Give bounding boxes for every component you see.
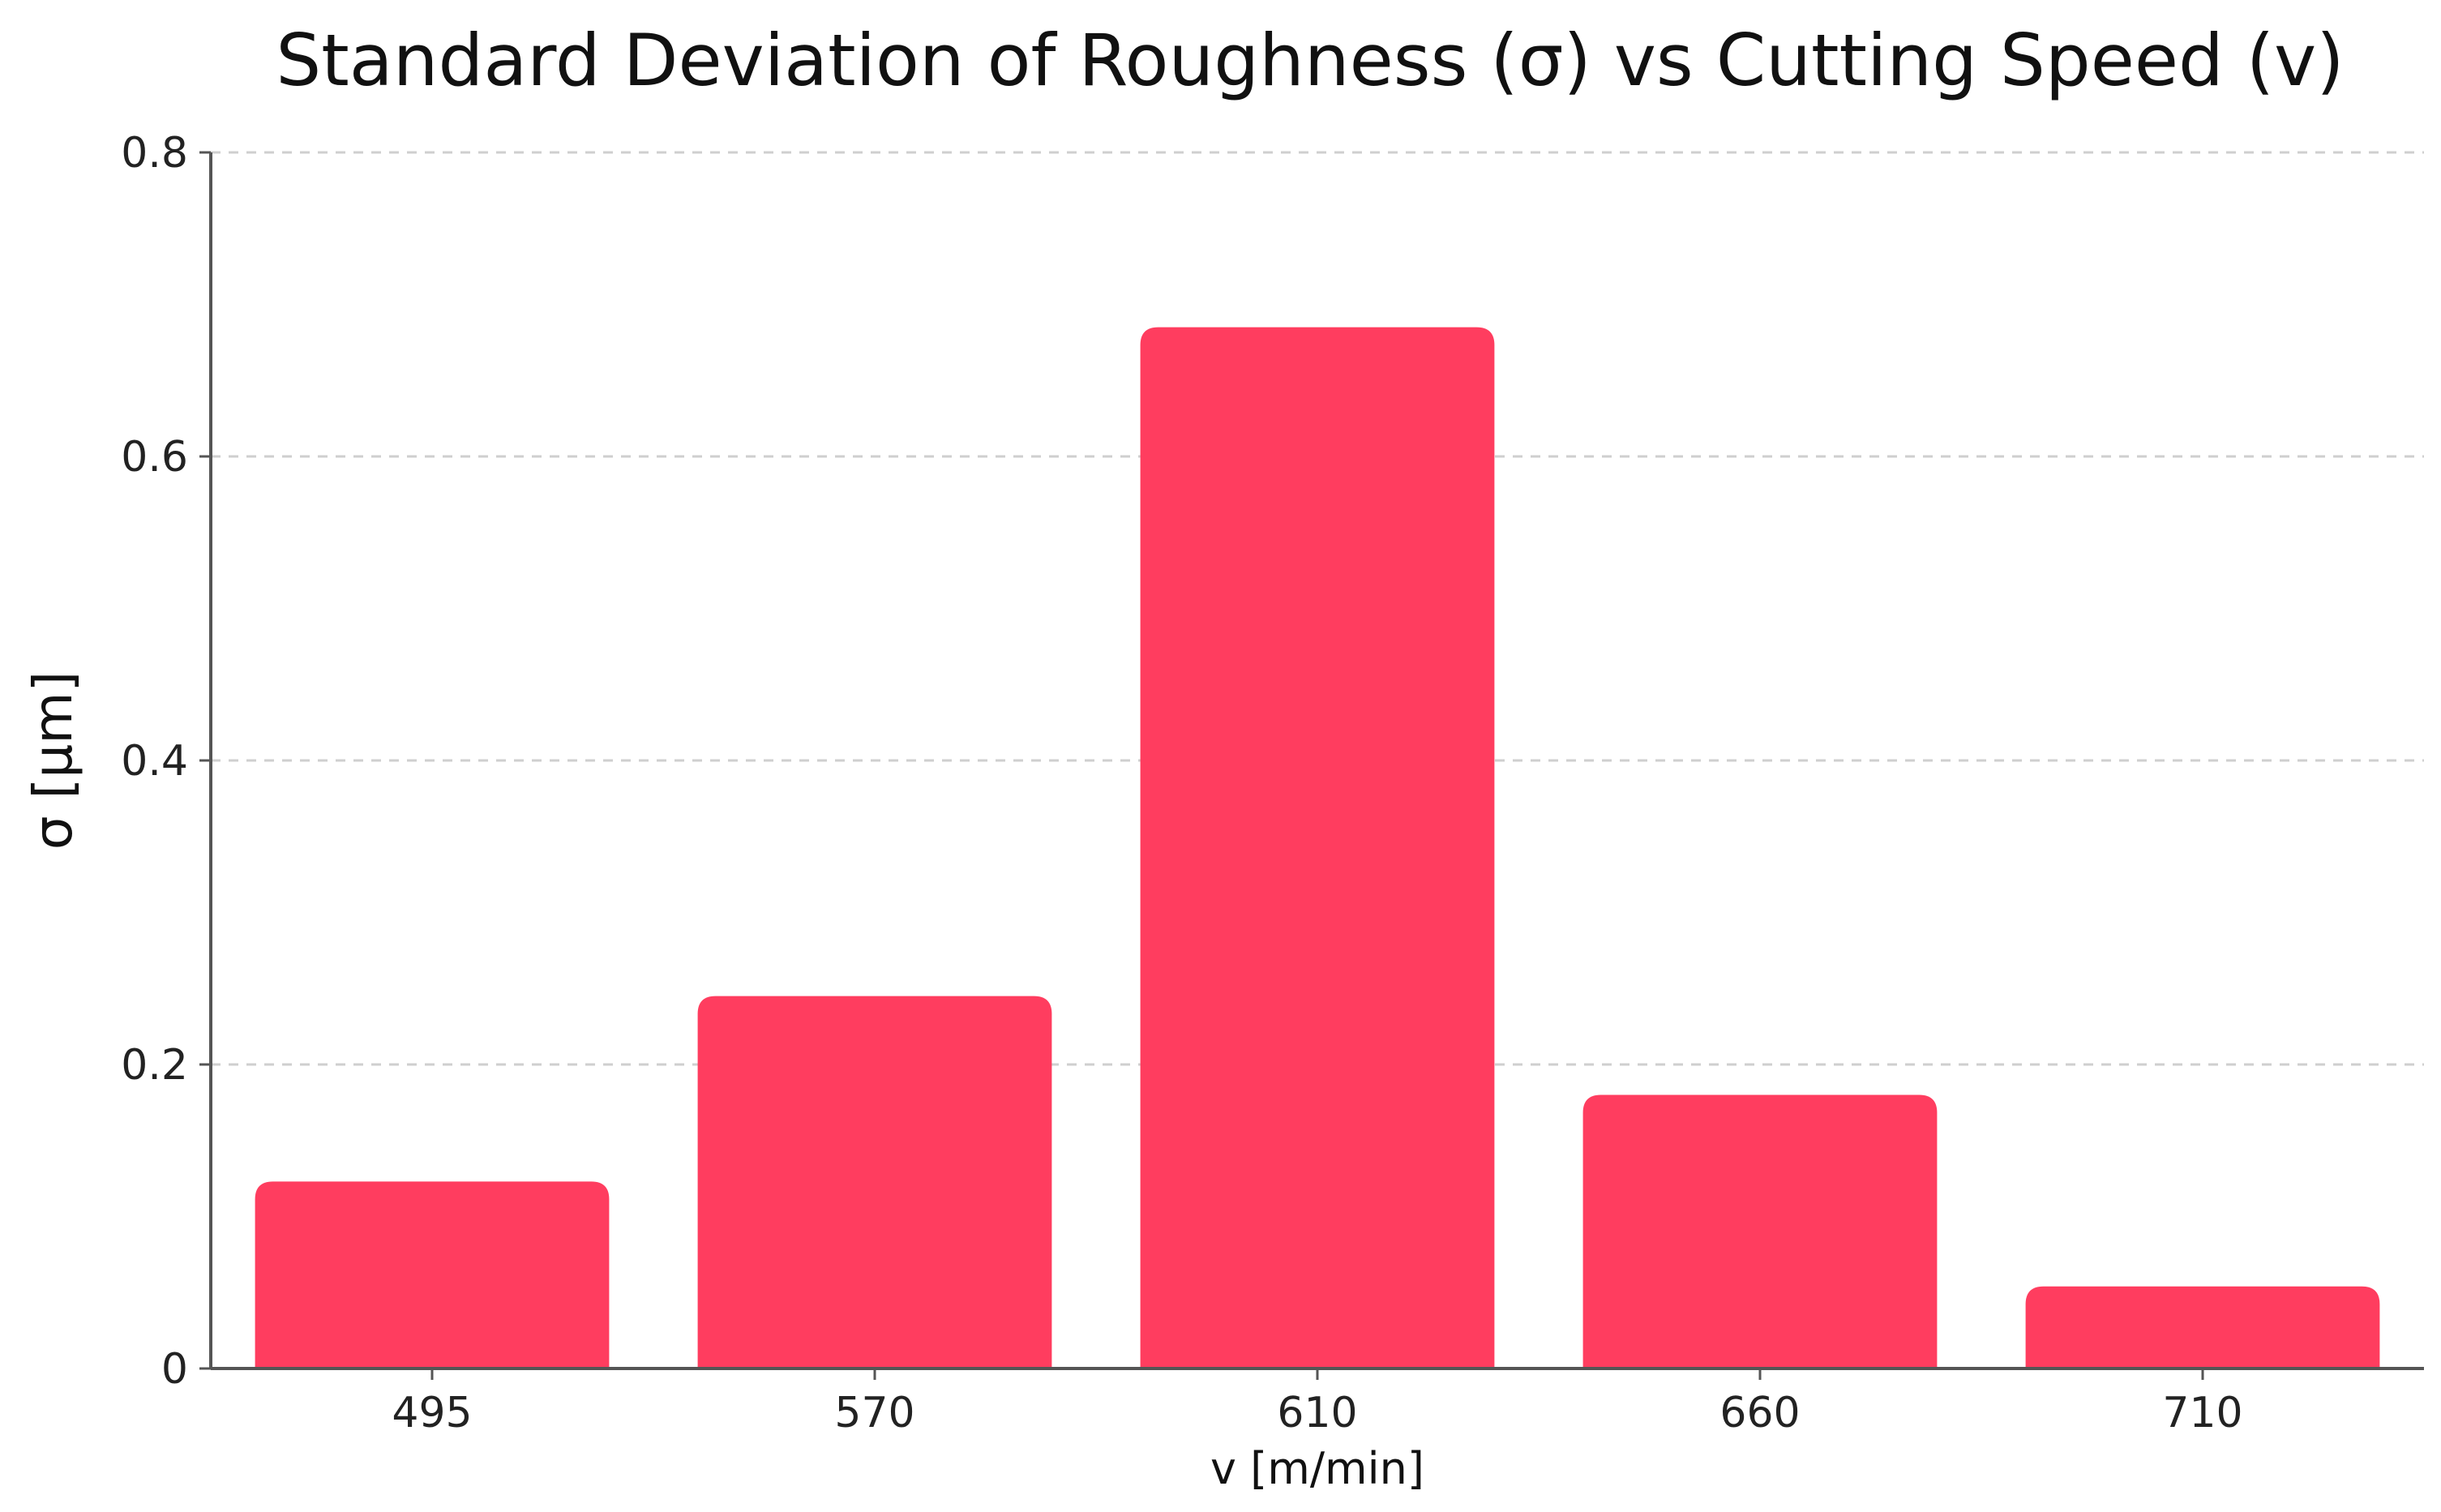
bar-660 [1582,1094,1938,1369]
x-tick-label: 570 [834,1389,914,1437]
y-tick-label: 0.8 [121,129,188,178]
y-tick-label: 0.6 [121,433,188,482]
chart-title: Standard Deviation of Roughness (σ) vs C… [276,19,2344,102]
bar-495 [255,1181,610,1369]
x-tick-label: 660 [1719,1389,1800,1437]
y-tick-label: 0.2 [121,1041,188,1090]
x-axis-label: v [m/min] [1210,1443,1424,1494]
x-axis-ticks: 495 570 610 660 710 [392,1369,2243,1437]
x-tick-label: 610 [1277,1389,1357,1437]
bar-710 [2025,1286,2380,1369]
x-tick-label: 710 [2162,1389,2242,1437]
bar-610 [1140,327,1495,1369]
y-axis-ticks: 0 0.2 0.4 0.6 0.8 [121,129,211,1394]
bar-570 [697,996,1052,1369]
bars [255,327,2380,1369]
y-tick-label: 0 [161,1345,188,1394]
y-axis-label: σ [μm] [22,671,84,850]
y-tick-label: 0.4 [121,737,188,786]
x-tick-label: 495 [392,1389,472,1437]
